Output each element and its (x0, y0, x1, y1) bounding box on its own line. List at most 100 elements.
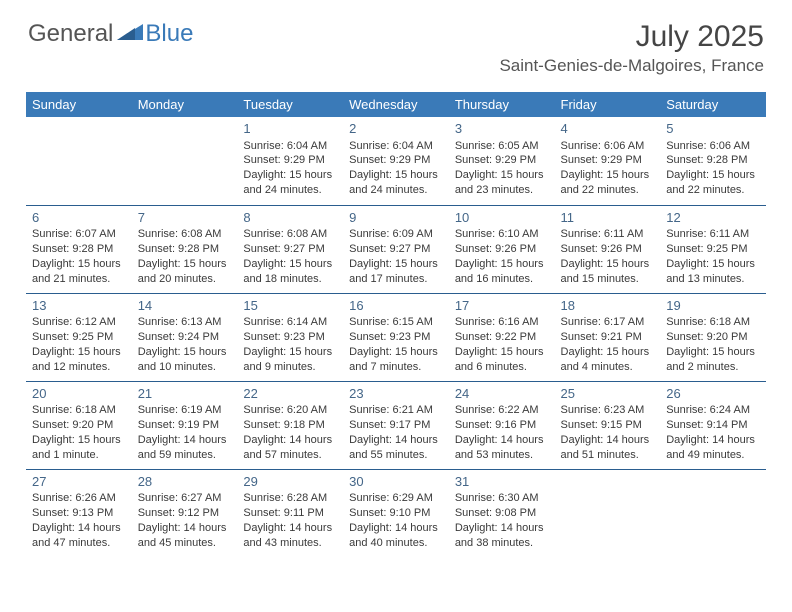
day-number: 12 (666, 209, 760, 227)
month-title: July 2025 (499, 20, 764, 54)
calendar-day-cell: 27Sunrise: 6:26 AMSunset: 9:13 PMDayligh… (26, 469, 132, 557)
calendar-day-cell: 28Sunrise: 6:27 AMSunset: 9:12 PMDayligh… (132, 469, 238, 557)
day-number: 17 (455, 297, 549, 315)
sunset-text: Sunset: 9:10 PM (349, 506, 443, 521)
sunset-text: Sunset: 9:29 PM (243, 153, 337, 168)
day-number: 21 (138, 385, 232, 403)
sunset-text: Sunset: 9:26 PM (561, 242, 655, 257)
day-number: 9 (349, 209, 443, 227)
sunrise-text: Sunrise: 6:06 AM (666, 139, 760, 154)
calendar-empty-cell (555, 469, 661, 557)
sunrise-text: Sunrise: 6:28 AM (243, 491, 337, 506)
calendar-week-row: 6Sunrise: 6:07 AMSunset: 9:28 PMDaylight… (26, 205, 766, 293)
calendar-day-cell: 31Sunrise: 6:30 AMSunset: 9:08 PMDayligh… (449, 469, 555, 557)
daylight-text: Daylight: 15 hours and 1 minute. (32, 433, 126, 463)
day-number: 18 (561, 297, 655, 315)
sunrise-text: Sunrise: 6:16 AM (455, 315, 549, 330)
header: General Blue July 2025 Saint-Genies-de-M… (0, 0, 792, 84)
day-number: 19 (666, 297, 760, 315)
sunset-text: Sunset: 9:15 PM (561, 418, 655, 433)
sunrise-text: Sunrise: 6:27 AM (138, 491, 232, 506)
sunset-text: Sunset: 9:29 PM (561, 153, 655, 168)
daylight-text: Daylight: 14 hours and 51 minutes. (561, 433, 655, 463)
sunset-text: Sunset: 9:25 PM (666, 242, 760, 257)
calendar-week-row: 1Sunrise: 6:04 AMSunset: 9:29 PMDaylight… (26, 117, 766, 205)
daylight-text: Daylight: 14 hours and 55 minutes. (349, 433, 443, 463)
daylight-text: Daylight: 15 hours and 24 minutes. (243, 168, 337, 198)
day-number: 30 (349, 473, 443, 491)
sunset-text: Sunset: 9:22 PM (455, 330, 549, 345)
sunrise-text: Sunrise: 6:08 AM (243, 227, 337, 242)
sunrise-text: Sunrise: 6:30 AM (455, 491, 549, 506)
sunrise-text: Sunrise: 6:10 AM (455, 227, 549, 242)
daylight-text: Daylight: 15 hours and 4 minutes. (561, 345, 655, 375)
sunset-text: Sunset: 9:20 PM (32, 418, 126, 433)
day-number: 23 (349, 385, 443, 403)
calendar-day-cell: 30Sunrise: 6:29 AMSunset: 9:10 PMDayligh… (343, 469, 449, 557)
sunset-text: Sunset: 9:12 PM (138, 506, 232, 521)
day-number: 28 (138, 473, 232, 491)
day-number: 16 (349, 297, 443, 315)
calendar-day-cell: 12Sunrise: 6:11 AMSunset: 9:25 PMDayligh… (660, 205, 766, 293)
sunrise-text: Sunrise: 6:21 AM (349, 403, 443, 418)
daylight-text: Daylight: 15 hours and 20 minutes. (138, 257, 232, 287)
sunrise-text: Sunrise: 6:07 AM (32, 227, 126, 242)
sunrise-text: Sunrise: 6:04 AM (243, 139, 337, 154)
daylight-text: Daylight: 15 hours and 12 minutes. (32, 345, 126, 375)
day-number: 22 (243, 385, 337, 403)
daylight-text: Daylight: 14 hours and 47 minutes. (32, 521, 126, 551)
logo-text-blue: Blue (145, 20, 193, 48)
day-number: 27 (32, 473, 126, 491)
calendar-day-cell: 16Sunrise: 6:15 AMSunset: 9:23 PMDayligh… (343, 293, 449, 381)
calendar-day-cell: 18Sunrise: 6:17 AMSunset: 9:21 PMDayligh… (555, 293, 661, 381)
calendar-day-cell: 4Sunrise: 6:06 AMSunset: 9:29 PMDaylight… (555, 117, 661, 205)
calendar-day-cell: 9Sunrise: 6:09 AMSunset: 9:27 PMDaylight… (343, 205, 449, 293)
sunrise-text: Sunrise: 6:04 AM (349, 139, 443, 154)
sunset-text: Sunset: 9:28 PM (666, 153, 760, 168)
sunrise-text: Sunrise: 6:23 AM (561, 403, 655, 418)
calendar-day-cell: 11Sunrise: 6:11 AMSunset: 9:26 PMDayligh… (555, 205, 661, 293)
sunrise-text: Sunrise: 6:15 AM (349, 315, 443, 330)
daylight-text: Daylight: 15 hours and 15 minutes. (561, 257, 655, 287)
day-number: 2 (349, 120, 443, 138)
weekday-header: Friday (555, 92, 661, 117)
calendar-week-row: 20Sunrise: 6:18 AMSunset: 9:20 PMDayligh… (26, 381, 766, 469)
day-number: 10 (455, 209, 549, 227)
sunset-text: Sunset: 9:25 PM (32, 330, 126, 345)
calendar-day-cell: 5Sunrise: 6:06 AMSunset: 9:28 PMDaylight… (660, 117, 766, 205)
day-number: 7 (138, 209, 232, 227)
day-number: 15 (243, 297, 337, 315)
sunset-text: Sunset: 9:18 PM (243, 418, 337, 433)
calendar-day-cell: 8Sunrise: 6:08 AMSunset: 9:27 PMDaylight… (237, 205, 343, 293)
sunrise-text: Sunrise: 6:18 AM (32, 403, 126, 418)
calendar-week-row: 27Sunrise: 6:26 AMSunset: 9:13 PMDayligh… (26, 469, 766, 557)
calendar-day-cell: 14Sunrise: 6:13 AMSunset: 9:24 PMDayligh… (132, 293, 238, 381)
sunrise-text: Sunrise: 6:17 AM (561, 315, 655, 330)
day-number: 20 (32, 385, 126, 403)
sunset-text: Sunset: 9:29 PM (349, 153, 443, 168)
sunrise-text: Sunrise: 6:09 AM (349, 227, 443, 242)
logo-triangle-icon (117, 20, 143, 40)
sunset-text: Sunset: 9:21 PM (561, 330, 655, 345)
calendar-day-cell: 29Sunrise: 6:28 AMSunset: 9:11 PMDayligh… (237, 469, 343, 557)
calendar-day-cell: 21Sunrise: 6:19 AMSunset: 9:19 PMDayligh… (132, 381, 238, 469)
sunset-text: Sunset: 9:24 PM (138, 330, 232, 345)
calendar-table: SundayMondayTuesdayWednesdayThursdayFrid… (26, 92, 766, 557)
location-label: Saint-Genies-de-Malgoires, France (499, 56, 764, 76)
title-block: July 2025 Saint-Genies-de-Malgoires, Fra… (499, 20, 764, 76)
daylight-text: Daylight: 14 hours and 40 minutes. (349, 521, 443, 551)
sunset-text: Sunset: 9:29 PM (455, 153, 549, 168)
daylight-text: Daylight: 14 hours and 43 minutes. (243, 521, 337, 551)
daylight-text: Daylight: 15 hours and 17 minutes. (349, 257, 443, 287)
day-number: 8 (243, 209, 337, 227)
calendar-day-cell: 24Sunrise: 6:22 AMSunset: 9:16 PMDayligh… (449, 381, 555, 469)
calendar-day-cell: 7Sunrise: 6:08 AMSunset: 9:28 PMDaylight… (132, 205, 238, 293)
day-number: 3 (455, 120, 549, 138)
calendar-day-cell: 20Sunrise: 6:18 AMSunset: 9:20 PMDayligh… (26, 381, 132, 469)
sunset-text: Sunset: 9:28 PM (32, 242, 126, 257)
daylight-text: Daylight: 15 hours and 7 minutes. (349, 345, 443, 375)
weekday-header: Sunday (26, 92, 132, 117)
day-number: 1 (243, 120, 337, 138)
sunrise-text: Sunrise: 6:22 AM (455, 403, 549, 418)
day-number: 13 (32, 297, 126, 315)
